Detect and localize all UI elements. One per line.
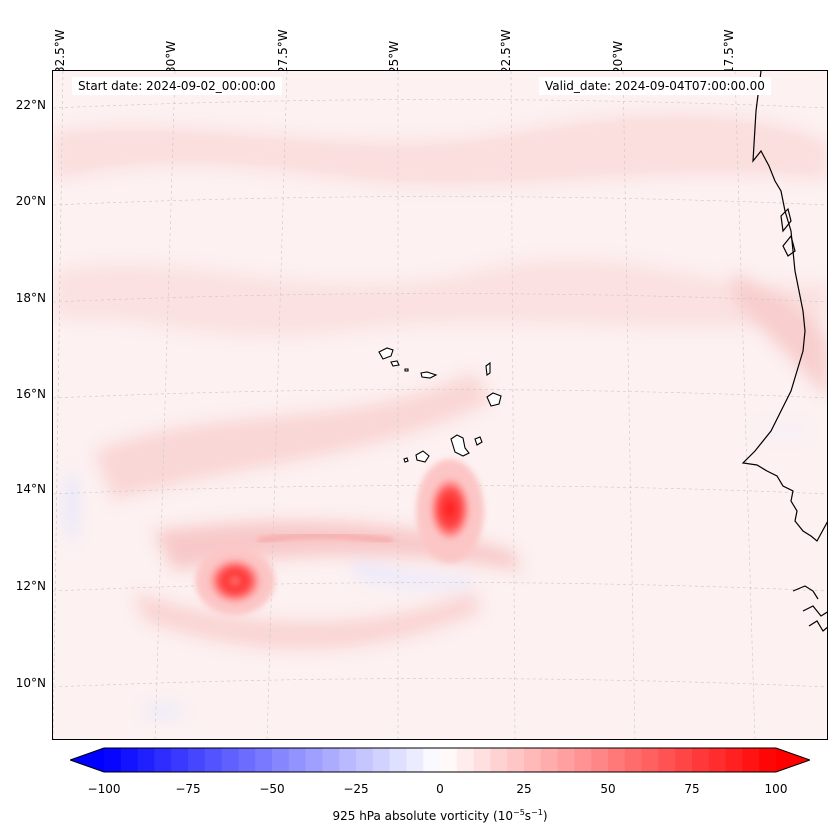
- colorbar-segment: [389, 748, 407, 772]
- lat-label: 22°N: [15, 98, 46, 112]
- colorbar-segment: [591, 748, 609, 772]
- colorbar-segment: [356, 748, 374, 772]
- lat-label: 20°N: [15, 194, 46, 208]
- colorbar-segment: [524, 748, 542, 772]
- colorbar-tick: 75: [684, 782, 700, 796]
- colorbar-label: 925 hPa absolute vorticity (10−5s−1): [332, 808, 548, 823]
- colorbar-outline: [70, 747, 810, 773]
- vorticity-map: [53, 71, 827, 739]
- lat-label: 14°N: [15, 482, 46, 496]
- graticule: [53, 71, 827, 739]
- colorbar-tick: 25: [516, 782, 532, 796]
- colorbar-segment: [692, 748, 710, 772]
- colorbar-segment: [238, 748, 256, 772]
- colorbar-segment: [608, 748, 626, 772]
- colorbar-segment: [322, 748, 340, 772]
- colorbar-segment: [540, 748, 559, 772]
- colorbar-segment: [372, 748, 391, 772]
- colorbar-segment: [557, 748, 575, 772]
- colorbar-segment: [490, 748, 508, 772]
- colorbar-tick: −25: [343, 782, 369, 796]
- vorticity-field: [53, 71, 827, 739]
- valid-date-label: Valid_date: 2024-09-04T07:00:00.00: [539, 77, 771, 95]
- vorticity-maximum-west: [195, 547, 275, 615]
- colorbar-segment: [171, 748, 189, 772]
- vorticity-maximum-east: [416, 459, 484, 563]
- start-date-label: Start date: 2024-09-02_00:00:00: [72, 77, 282, 95]
- colorbar-segment: [120, 748, 139, 772]
- colorbar-segment: [456, 748, 475, 772]
- colorbar-segment: [658, 748, 676, 772]
- map-panel[interactable]: [52, 70, 828, 740]
- lat-label: 10°N: [15, 676, 46, 690]
- lat-label: 18°N: [15, 291, 46, 305]
- colorbar-segment: [708, 748, 727, 772]
- colorbar-segment: [624, 748, 643, 772]
- colorbar-tick: −100: [87, 782, 121, 796]
- lat-label: 16°N: [15, 387, 46, 401]
- colorbar-segment: [305, 748, 323, 772]
- colorbar-tick: 50: [600, 782, 616, 796]
- west-african-coastline: [741, 71, 827, 632]
- colorbar-segment: [288, 748, 307, 772]
- colorbar-segment: [406, 748, 424, 772]
- colorbar: [70, 747, 810, 773]
- colorbar-segment: [204, 748, 223, 772]
- cape-verde-islands: [378, 347, 502, 463]
- colorbar-extend-max: [776, 748, 810, 772]
- colorbar-tick: 100: [764, 782, 788, 796]
- colorbar-segment: [104, 748, 122, 772]
- colorbar-segment: [574, 748, 592, 772]
- lon-label: 22.5°W: [499, 29, 513, 74]
- lon-label: 32.5°W: [53, 29, 67, 74]
- colorbar-extend-min: [70, 748, 104, 772]
- colorbar-segment: [221, 748, 239, 772]
- colorbar-tick: −75: [175, 782, 201, 796]
- colorbar-tick: −50: [259, 782, 285, 796]
- colorbar-segment: [440, 748, 458, 772]
- colorbar-segment: [339, 748, 357, 772]
- colorbar-segment: [473, 748, 491, 772]
- colorbar-segment: [154, 748, 172, 772]
- colorbar-segment: [641, 748, 659, 772]
- lon-label: 17.5°W: [722, 29, 736, 74]
- lat-label: 12°N: [15, 579, 46, 593]
- colorbar-segment: [507, 748, 525, 772]
- colorbar-segment: [725, 748, 743, 772]
- colorbar-segment: [423, 748, 441, 772]
- colorbar-tick: 0: [436, 782, 444, 796]
- colorbar-segment: [742, 748, 760, 772]
- colorbar-segment: [255, 748, 273, 772]
- colorbar-segment: [137, 748, 155, 772]
- vorticity-band: [257, 532, 394, 544]
- lon-label: 27.5°W: [276, 29, 290, 74]
- colorbar-segment: [675, 748, 693, 772]
- colorbar-segment: [272, 748, 290, 772]
- colorbar-segment: [759, 748, 777, 772]
- colorbar-segment: [188, 748, 206, 772]
